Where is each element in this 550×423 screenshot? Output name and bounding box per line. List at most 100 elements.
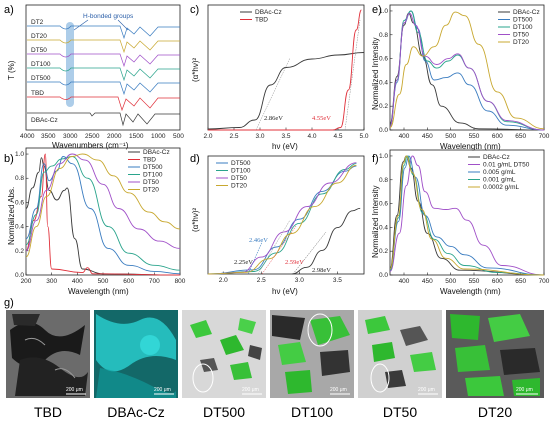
series-line-0-0002-g-ml (389, 155, 545, 276)
bandgap-annotation: 4.55eV (312, 115, 331, 122)
y-tick-label: 0.6 (15, 199, 24, 206)
x-tick-label: 600 (492, 133, 503, 140)
tangent-line (344, 19, 361, 131)
x-tick-label: 450 (422, 278, 433, 285)
panel-c-xlabel: hν (eV) (272, 142, 298, 151)
x-tick-label: 600 (492, 278, 503, 285)
y-tick-label: 0.4 (379, 224, 388, 231)
legend-label: DT500 (231, 160, 251, 167)
series-line-0-01-g-ml-dt50 (389, 155, 545, 276)
trace-label: TBD (31, 90, 44, 97)
panel-a-label: a) (4, 4, 14, 16)
x-tick-label: 700 (149, 278, 160, 285)
ftir-trace-DT500 (27, 81, 180, 96)
panel-c-label: c) (190, 4, 199, 16)
panel-a-xticks: 4000 3500 3000 2500 2000 1500 1000 500 (20, 133, 184, 140)
tangent-line (257, 219, 291, 275)
series-line-0-001-g-ml (389, 155, 545, 276)
caption-dt500: DT500 (203, 404, 245, 420)
x-tick-label: 3.0 (255, 133, 264, 140)
x-tick-label: 3000 (63, 133, 78, 140)
series-line-dt20 (389, 11, 545, 130)
x-tick-label: 800 (175, 278, 186, 285)
tangent-line (292, 231, 327, 275)
tangent-line (255, 57, 291, 131)
panel-c-ylabel: (α*hν)² (191, 57, 200, 82)
legend-label: DBAc-Cz (143, 149, 170, 156)
x-tick-label: 400 (399, 278, 410, 285)
x-tick-label: 2.0 (203, 133, 212, 140)
x-tick-label: 3500 (41, 133, 56, 140)
ftir-trace-DT20 (27, 39, 180, 54)
caption-dt100: DT100 (291, 404, 333, 420)
panel-b-ylabel: Normalized Abs. (7, 187, 16, 245)
legend-label: 0.001 g/mL (483, 177, 516, 184)
panel-f-xlabel: Wavelength (nm) (440, 287, 501, 296)
panel-d-xlabel: hν (eV) (272, 287, 298, 296)
caption-dt50: DT50 (383, 404, 417, 420)
x-tick-label: 300 (46, 278, 57, 285)
x-tick-label: 3.5 (333, 277, 342, 284)
panel-a-trace-labels: DT2 DT20 DT50 DT100 DT500 TBD DBAc-Cz (31, 19, 58, 124)
panel-b-xlabel: Wavelength (nm) (68, 287, 129, 296)
scalebar-label: 200 μm (66, 387, 83, 393)
panel-f-plot: 400 450 500 550 600 650 700 0.0 0.2 0.4 0.6 0.8 1.0 (379, 153, 550, 285)
panel-d: d) 2.0 2.5 3.0 3.5 2.46eV 2.25eV 2.59eV 2.9… (190, 153, 365, 296)
legend-label: DBAc-Cz (513, 9, 540, 16)
panel-e-frame (389, 4, 545, 131)
y-tick-label: 0.4 (379, 79, 388, 86)
legend-label: 0.0002 g/mL (483, 184, 520, 191)
series-line-dt20 (25, 153, 181, 258)
x-tick-label: 550 (469, 278, 480, 285)
legend-label: DT50 (143, 179, 159, 186)
series-line-dt20 (207, 164, 357, 275)
panel-e-ylabel: Normalized Intensity (371, 38, 380, 110)
micrograph-dt500 (182, 310, 266, 398)
x-tick-label: 700 (539, 133, 550, 140)
h-bond-highlight (66, 22, 74, 107)
panel-d-ylabel: (α*hν)² (191, 207, 200, 232)
h-bond-annotation: H-bonded groups (83, 13, 134, 20)
x-tick-label: 2.5 (229, 133, 238, 140)
tangent-line (247, 241, 263, 275)
x-tick-label: 5.0 (359, 133, 368, 140)
scalebar-label: 200 μm (516, 387, 533, 393)
y-tick-label: 0.0 (379, 272, 388, 279)
trace-label: DT100 (31, 61, 51, 68)
legend-label: DBAc-Cz (255, 9, 282, 16)
ftir-trace-DT2 (27, 25, 180, 40)
scalebar-label: 200 μm (242, 387, 259, 393)
y-tick-label: 1.0 (379, 8, 388, 15)
series-line-tbd (25, 153, 181, 276)
panel-a-ylabel: T (%) (7, 60, 16, 80)
bandgap-annotation: 2.86eV (264, 115, 283, 122)
legend-label: DT100 (513, 24, 533, 31)
micrograph-dt100 (270, 310, 354, 398)
y-tick-label: 0.2 (15, 248, 24, 255)
panel-a: a) H-bonded groups DT2 DT20 DT50 DT100 D… (4, 4, 184, 150)
panel-f-ylabel: Normalized Intensity (371, 186, 380, 258)
legend-label: TBD (255, 17, 268, 24)
x-tick-label: 3.0 (295, 277, 304, 284)
y-tick-label: 0.6 (379, 56, 388, 63)
panel-f-legend: DBAc-Cz0.01 g/mL DT500.005 g/mL0.001 g/m… (468, 154, 530, 191)
y-tick-label: 0.8 (379, 177, 388, 184)
panel-g: g) (4, 297, 544, 420)
panel-e-label: e) (372, 4, 382, 16)
legend-label: DBAc-Cz (483, 154, 510, 161)
y-tick-label: 0.8 (379, 32, 388, 39)
x-tick-label: 1500 (129, 133, 144, 140)
panel-a-xlabel: Wavenumbers (cm⁻¹) (52, 141, 129, 150)
trace-label: DT2 (31, 19, 44, 26)
y-tick-label: 0.8 (15, 175, 24, 182)
panel-b: b) 200 300 400 500 600 700 800 0.0 0.2 0.4 0.6 0.8 1… (4, 147, 186, 296)
panel-f: f) 400 450 500 550 600 650 700 0.0 0.2 0.4 0.6 0.8 1… (371, 149, 550, 296)
x-tick-label: 2.5 (257, 277, 266, 284)
legend-label: 0.005 g/mL (483, 169, 516, 176)
series-line-dbac-cz (207, 52, 365, 130)
ftir-trace-TBD (27, 96, 180, 112)
x-tick-label: 400 (399, 133, 410, 140)
ftir-trace-DT100 (27, 67, 180, 82)
